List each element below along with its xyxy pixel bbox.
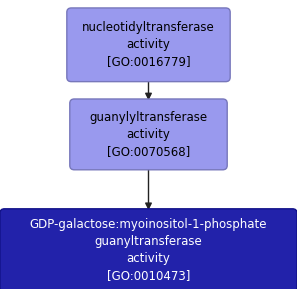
FancyBboxPatch shape (0, 209, 297, 289)
Text: GDP-galactose:myoinositol-1-phosphate
guanyltransferase
activity
[GO:0010473]: GDP-galactose:myoinositol-1-phosphate gu… (30, 218, 267, 282)
FancyBboxPatch shape (67, 8, 230, 81)
Text: nucleotidyltransferase
activity
[GO:0016779]: nucleotidyltransferase activity [GO:0016… (82, 21, 215, 68)
Text: guanylyltransferase
activity
[GO:0070568]: guanylyltransferase activity [GO:0070568… (89, 111, 208, 158)
FancyBboxPatch shape (70, 99, 227, 170)
